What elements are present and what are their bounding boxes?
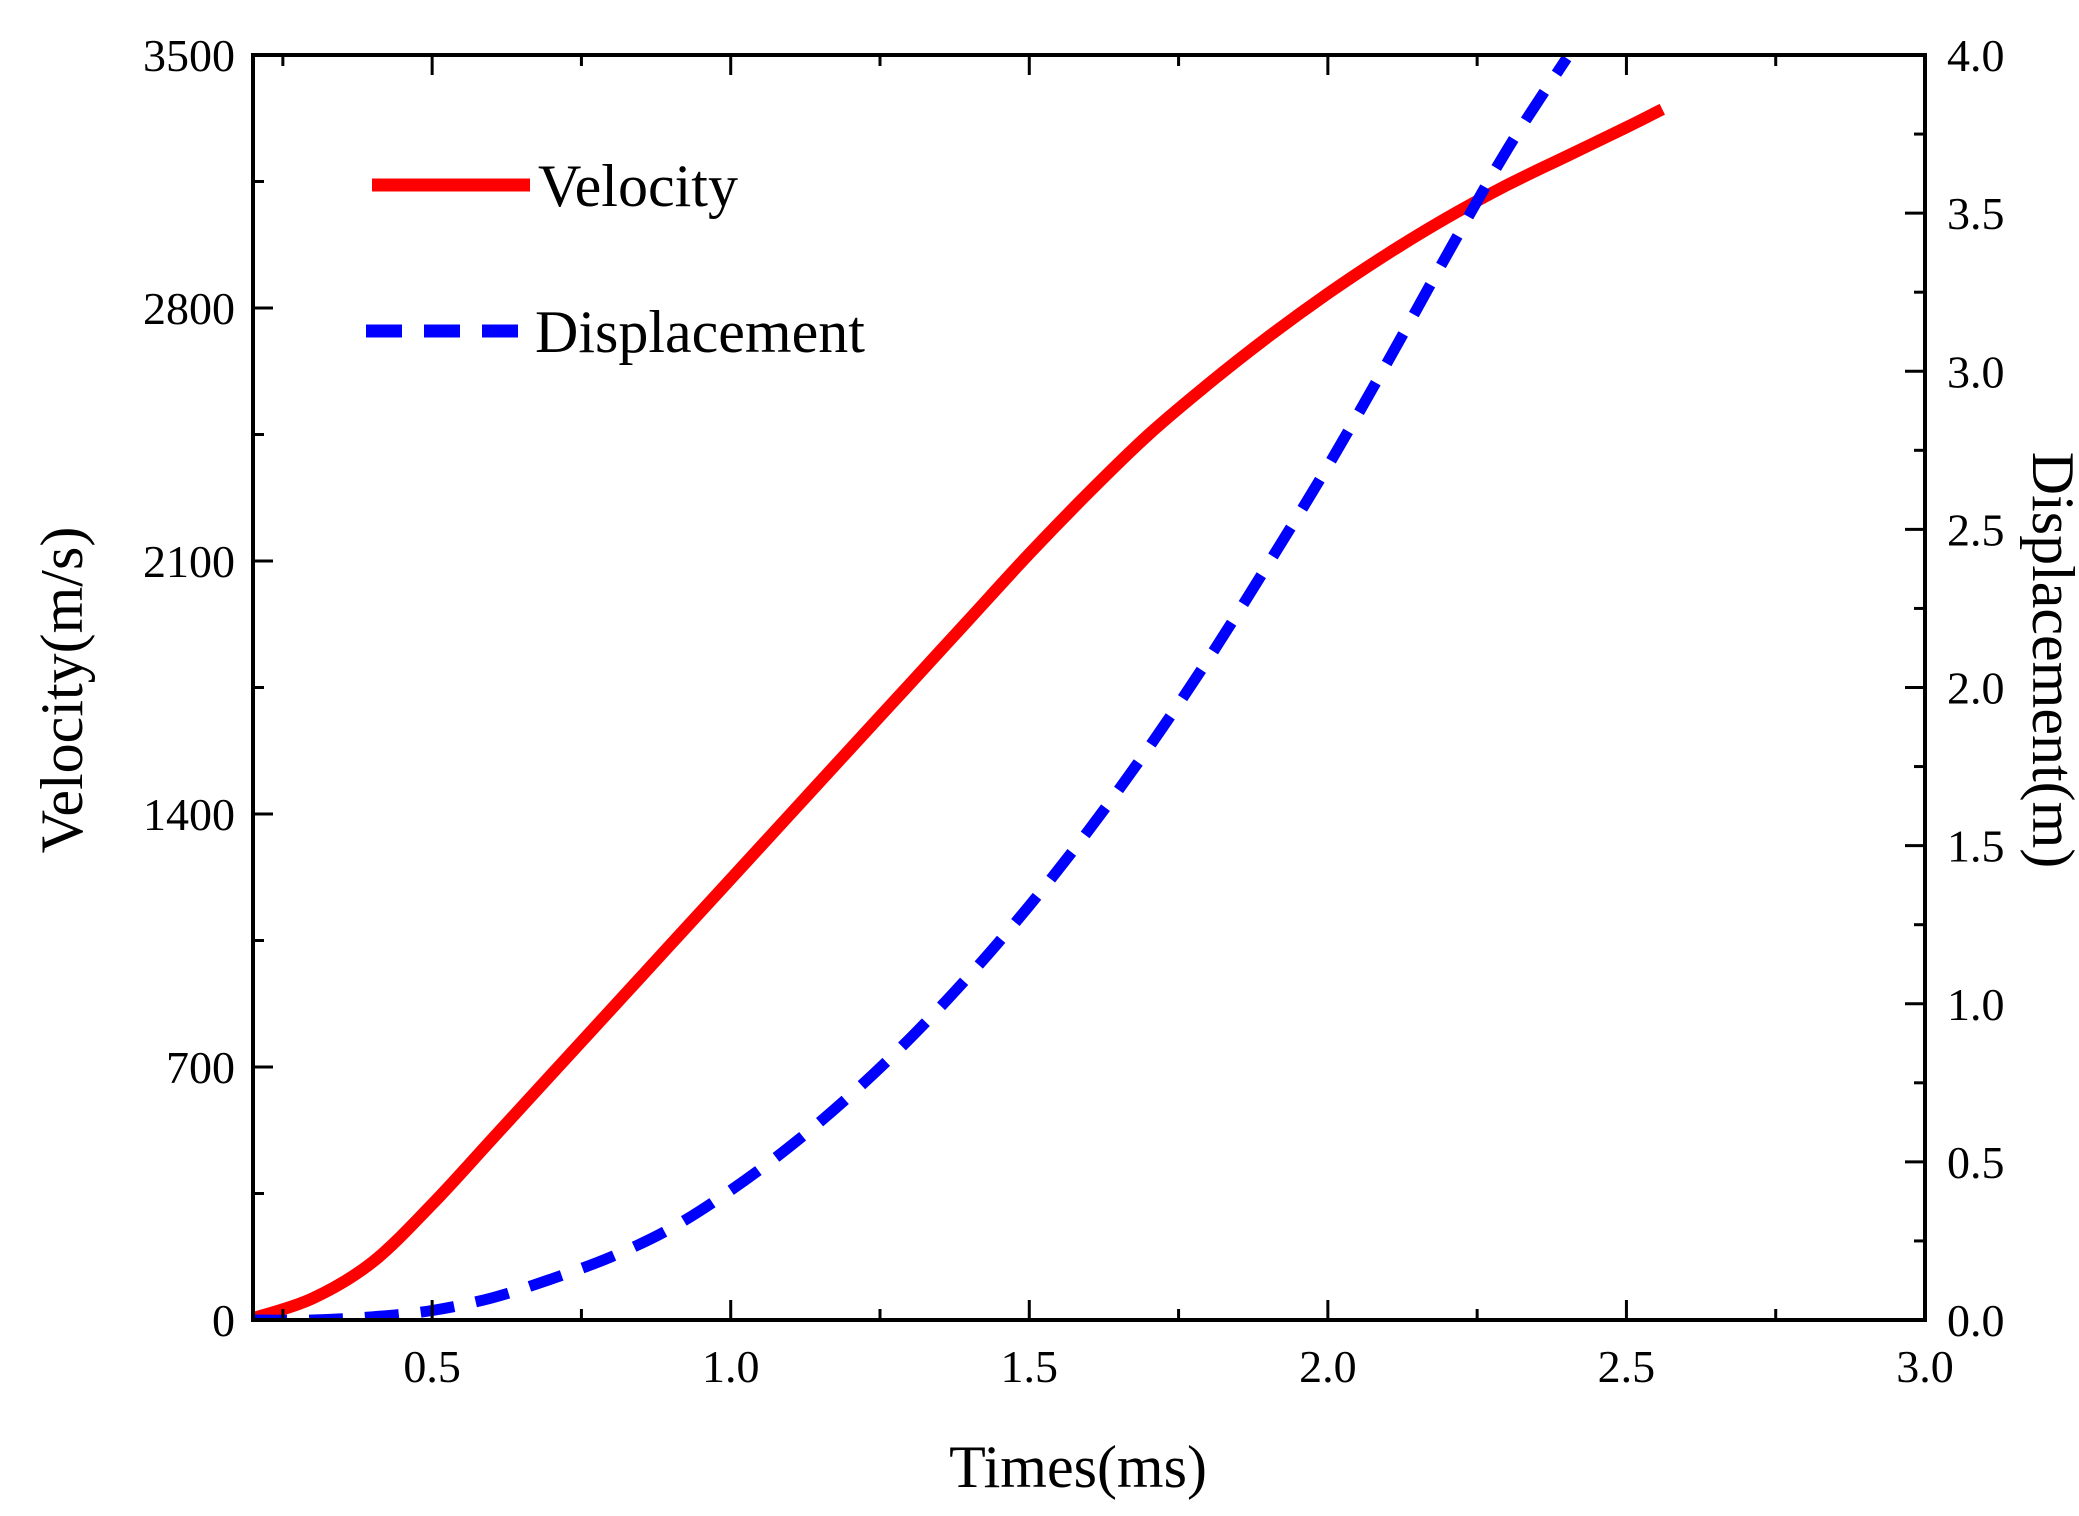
y-tick-label: 2800 bbox=[143, 283, 235, 334]
y2-tick-label: 3.0 bbox=[1947, 346, 2005, 397]
y-tick-labels: 0 700 1400 2100 2800 3500 bbox=[143, 30, 235, 1346]
y-tick-label: 1400 bbox=[143, 789, 235, 840]
x-tick-label: 2.0 bbox=[1299, 1341, 1357, 1392]
y2-axis-title: Displacement(m) bbox=[2020, 452, 2079, 869]
x-tick-label: 1.0 bbox=[702, 1341, 760, 1392]
y-tick-label: 0 bbox=[212, 1295, 235, 1346]
x-axis-title: Times(ms) bbox=[949, 1434, 1207, 1500]
y2-tick-label: 1.0 bbox=[1947, 979, 2005, 1030]
y-tick-label: 2100 bbox=[143, 536, 235, 587]
series-line-displacement bbox=[253, 55, 1572, 1320]
series-line-velocity bbox=[253, 103, 1665, 1320]
plot-lines bbox=[253, 55, 1665, 1320]
y-tick-label: 700 bbox=[166, 1042, 235, 1093]
legend-label-displacement: Displacement bbox=[535, 299, 865, 365]
y2-tick-label: 3.5 bbox=[1947, 188, 2005, 239]
x-tick-label: 3.0 bbox=[1896, 1341, 1954, 1392]
ticks-layer bbox=[253, 53, 1927, 1322]
y2-tick-label: 0.0 bbox=[1947, 1295, 2005, 1346]
y2-tick-label: 2.5 bbox=[1947, 504, 2005, 555]
x-tick-label: 1.5 bbox=[1001, 1341, 1059, 1392]
legend: Velocity Displacement bbox=[366, 153, 865, 365]
y2-tick-label: 0.5 bbox=[1947, 1137, 2005, 1188]
x-tick-labels: 0.5 1.0 1.5 2.0 2.5 3.0 bbox=[403, 1341, 1953, 1392]
y-axis-title: Velocity(m/s) bbox=[29, 527, 95, 854]
x-tick-label: 2.5 bbox=[1598, 1341, 1656, 1392]
y2-tick-labels: 0.0 0.5 1.0 1.5 2.0 2.5 3.0 3.5 4.0 bbox=[1947, 30, 2005, 1346]
x-tick-label: 0.5 bbox=[403, 1341, 461, 1392]
y2-tick-label: 4.0 bbox=[1947, 30, 2005, 81]
y2-tick-label: 1.5 bbox=[1947, 821, 2005, 872]
legend-label-velocity: Velocity bbox=[538, 153, 738, 219]
y-tick-label: 3500 bbox=[143, 30, 235, 81]
y2-tick-label: 2.0 bbox=[1947, 663, 2005, 714]
